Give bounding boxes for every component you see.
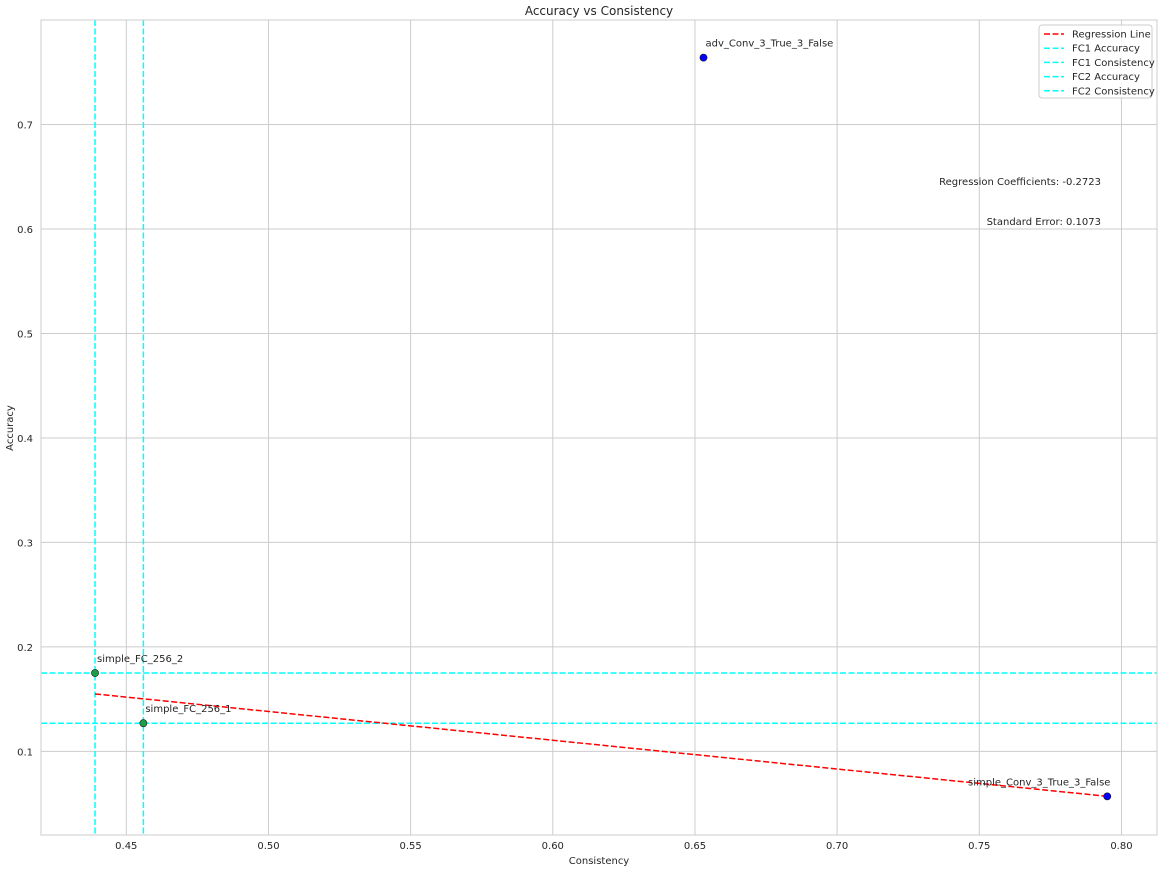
regression-coefficients-annotation: Regression Coefficients: -0.2723 xyxy=(939,177,1101,188)
legend-entry: FC2 Accuracy xyxy=(1072,72,1140,83)
legend-box xyxy=(1038,24,1153,99)
chart-title: Accuracy vs Consistency xyxy=(525,4,673,18)
legend-entry: Regression Line xyxy=(1072,30,1151,41)
points-layer xyxy=(91,53,1112,801)
point-labels-layer: adv_Conv_3_True_3_False simple_FC_256_2si… xyxy=(97,39,1110,789)
y-tick-label: 0.3 xyxy=(17,538,33,549)
y-tick-label: 0.7 xyxy=(17,120,33,131)
data-point xyxy=(91,669,99,677)
point-label: simple_FC_256_1 xyxy=(145,704,231,715)
y-tick-label: 0.1 xyxy=(17,747,33,758)
plot-frame xyxy=(40,19,1158,836)
point-label: adv_Conv_3_True_3_False xyxy=(705,39,833,50)
point-label: simple_Conv_3_True_3_False xyxy=(968,777,1110,788)
x-tick-label: 0.65 xyxy=(684,841,706,852)
data-point xyxy=(139,719,148,728)
x-tick-label: 0.50 xyxy=(257,841,279,852)
legend-items: Regression Line FC1 Accuracy FC1 Consisten… xyxy=(1044,30,1155,97)
legend-entry: FC2 Consistency xyxy=(1072,86,1155,97)
legend-entry: FC1 Accuracy xyxy=(1072,44,1140,55)
y-tick-label: 0.4 xyxy=(17,434,33,445)
plot-area xyxy=(41,20,1157,835)
x-axis-label: Consistency xyxy=(569,856,630,867)
tick-labels-layer: 0.45 0.50 0.55 0.60 0.65 0.70 0.75 0.80 0.1 0.2 0.… xyxy=(17,120,1132,852)
legend: Regression Line FC1 Accuracy FC1 Consisten… xyxy=(1038,24,1155,99)
y-axis-label: Accuracy xyxy=(5,405,16,451)
y-tick-label: 0.6 xyxy=(17,225,33,236)
grid-layer xyxy=(41,20,1157,835)
y-tick-label: 0.5 xyxy=(17,329,33,340)
reference-lines xyxy=(41,20,1157,835)
standard-error-annotation: Standard Error: 0.1073 xyxy=(987,217,1101,228)
x-tick-label: 0.55 xyxy=(399,841,421,852)
y-tick-label: 0.2 xyxy=(17,643,33,654)
x-tick-label: 0.75 xyxy=(968,841,990,852)
data-point xyxy=(1103,792,1112,801)
x-tick-label: 0.60 xyxy=(542,841,564,852)
x-tick-label: 0.45 xyxy=(115,841,137,852)
x-tick-label: 0.70 xyxy=(826,841,848,852)
x-tick-label: 0.80 xyxy=(1110,841,1132,852)
legend-entry: FC1 Consistency xyxy=(1072,58,1155,69)
data-point xyxy=(699,53,708,62)
point-label: simple_FC_256_2 xyxy=(97,654,183,665)
